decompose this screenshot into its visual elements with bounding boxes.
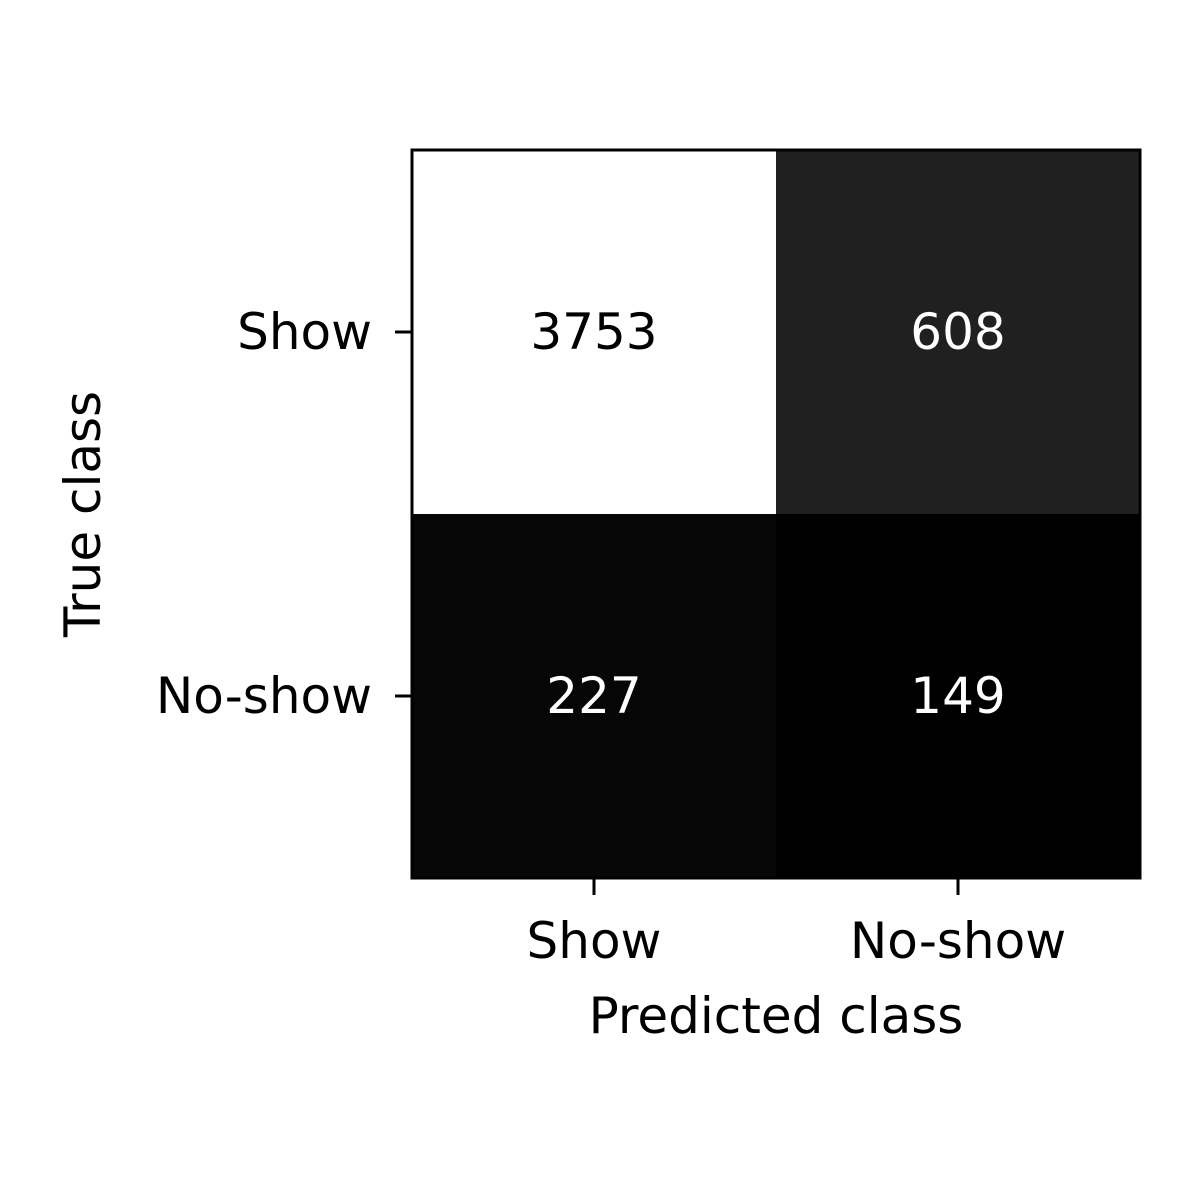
y-tick-label-0: Show bbox=[237, 303, 372, 361]
heatmap-cell-1-0 bbox=[412, 514, 776, 878]
heatmap-cell-0-0 bbox=[412, 150, 776, 514]
axis-tick-labels: Show No-show Show No-show bbox=[156, 303, 1066, 970]
y-tick-label-1: No-show bbox=[156, 667, 372, 725]
plot-frame bbox=[410, 148, 1142, 880]
cell-value-label-0-1: 608 bbox=[910, 303, 1005, 361]
x-axis-label: Predicted class bbox=[589, 987, 964, 1045]
heatmap-cell-1-1 bbox=[776, 514, 1140, 878]
x-tick-label-0: Show bbox=[527, 912, 662, 970]
x-tick-label-1: No-show bbox=[850, 912, 1066, 970]
cell-value-label-1-1: 149 bbox=[910, 667, 1005, 725]
y-axis-label: True class bbox=[54, 391, 112, 638]
heatmap-cell-0-1 bbox=[776, 150, 1140, 514]
axis-ticks bbox=[395, 330, 960, 895]
cell-value-labels: 3753 608 227 149 bbox=[530, 303, 1005, 725]
cell-value-label-1-0: 227 bbox=[546, 667, 641, 725]
cell-value-label-0-0: 3753 bbox=[530, 303, 657, 361]
heatmap-cells bbox=[412, 150, 1140, 878]
